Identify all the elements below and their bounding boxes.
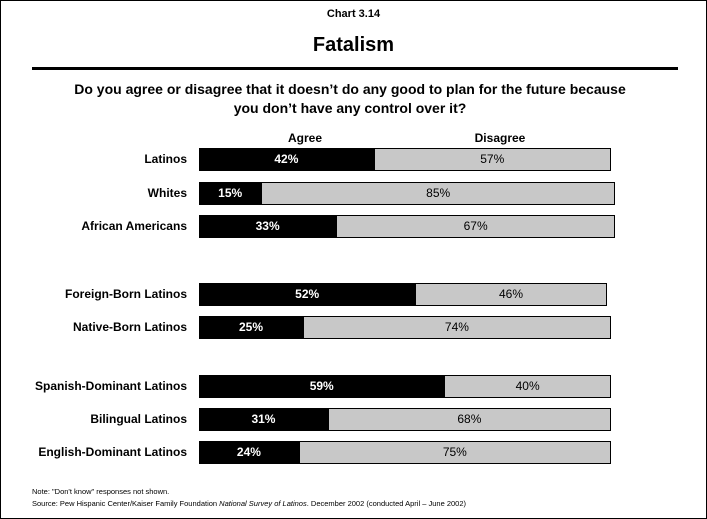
category-label-english-dominant-latinos: English-Dominant Latinos bbox=[38, 445, 187, 459]
disagree-bar-english-dominant-latinos bbox=[298, 441, 611, 464]
footnote: Note: "Don't know" responses not shown. bbox=[32, 487, 169, 496]
title-rule bbox=[32, 67, 678, 70]
category-label-whites: Whites bbox=[147, 186, 187, 200]
agree-value-spanish-dominant-latinos: 59% bbox=[309, 379, 334, 393]
disagree-bar-latinos bbox=[373, 148, 611, 171]
disagree-bar-foreign-born-latinos bbox=[415, 283, 607, 306]
legend-agree: Agree bbox=[287, 131, 322, 145]
disagree-bar-spanish-dominant-latinos bbox=[444, 375, 611, 398]
category-label-bilingual-latinos: Bilingual Latinos bbox=[90, 412, 187, 426]
agree-value-foreign-born-latinos: 52% bbox=[295, 287, 320, 301]
disagree-value-whites: 85% bbox=[426, 186, 451, 200]
agree-value-african-americans: 33% bbox=[255, 219, 280, 233]
chart-title: Fatalism bbox=[312, 34, 395, 56]
note-text: Note: "Don't know" responses not shown. bbox=[32, 487, 170, 496]
source-suffix: . December 2002 (conducted April – June … bbox=[306, 499, 466, 508]
agree-bar-latinos bbox=[199, 148, 374, 171]
source-prefix: Source: Pew Hispanic Center/Kaiser Famil… bbox=[32, 499, 220, 508]
disagree-value-native-born-latinos: 74% bbox=[444, 320, 469, 334]
agree-bar-whites bbox=[199, 182, 262, 205]
disagree-bar-native-born-latinos bbox=[303, 316, 611, 339]
agree-bar-spanish-dominant-latinos bbox=[199, 375, 445, 398]
legend-disagree: Disagree bbox=[474, 131, 526, 145]
category-label-latinos: Latinos bbox=[144, 152, 187, 166]
disagree-value-latinos: 57% bbox=[480, 152, 505, 166]
agree-value-whites: 15% bbox=[218, 186, 243, 200]
disagree-value-english-dominant-latinos: 75% bbox=[442, 445, 467, 459]
agree-value-english-dominant-latinos: 24% bbox=[236, 445, 261, 459]
agree-bar-english-dominant-latinos bbox=[199, 441, 299, 464]
disagree-value-foreign-born-latinos: 46% bbox=[498, 287, 523, 301]
agree-value-latinos: 42% bbox=[274, 152, 299, 166]
agree-bar-african-americans bbox=[199, 215, 337, 238]
disagree-bar-whites bbox=[261, 182, 615, 205]
disagree-value-bilingual-latinos: 68% bbox=[457, 412, 482, 426]
disagree-value-african-americans: 67% bbox=[463, 219, 488, 233]
category-label-native-born-latinos: Native-Born Latinos bbox=[72, 320, 187, 334]
chart-number: Chart 3.14 bbox=[326, 8, 381, 20]
agree-bar-foreign-born-latinos bbox=[199, 283, 416, 306]
source-title: National Survey of Latinos bbox=[219, 499, 307, 508]
category-label-foreign-born-latinos: Foreign-Born Latinos bbox=[65, 287, 187, 301]
agree-bar-native-born-latinos bbox=[199, 316, 303, 339]
disagree-value-spanish-dominant-latinos: 40% bbox=[515, 379, 540, 393]
category-label-african-americans: African Americans bbox=[81, 219, 187, 233]
disagree-bar-african-americans bbox=[336, 215, 615, 238]
survey-question: Do you agree or disagree that it doesn’t… bbox=[74, 81, 626, 116]
agree-value-native-born-latinos: 25% bbox=[238, 320, 264, 334]
source-note: Source: Pew Hispanic Center/Kaiser Famil… bbox=[32, 499, 466, 508]
disagree-bar-bilingual-latinos bbox=[327, 408, 611, 431]
agree-bar-bilingual-latinos bbox=[199, 408, 328, 431]
category-label-spanish-dominant-latinos: Spanish-Dominant Latinos bbox=[34, 379, 187, 393]
agree-value-bilingual-latinos: 31% bbox=[251, 412, 276, 426]
